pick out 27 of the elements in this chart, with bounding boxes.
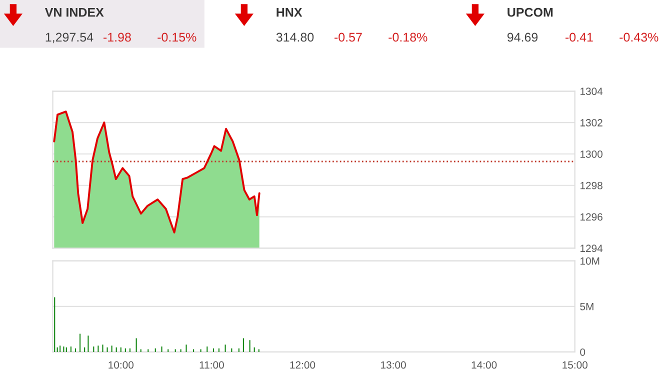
text: -0.57 [334, 32, 362, 42]
x-tick-label: 15:00 [562, 361, 588, 369]
text: 1,297.54 [46, 32, 94, 44]
text: -0.41 [566, 32, 593, 42]
y-tick-label: 1296 [580, 213, 602, 221]
y-tick-label: 1302 [580, 119, 602, 126]
y-tick-label: 1300 [580, 150, 602, 158]
text: -0.18% [388, 32, 428, 42]
text: -1.98 [104, 32, 131, 42]
y-tick-label: 1298 [580, 182, 602, 190]
y-tick-label: 10M [580, 257, 600, 265]
text: -0.15% [158, 32, 196, 42]
text: UPCOM [508, 8, 553, 17]
text: HNX [276, 8, 302, 17]
x-tick-label: 10:00 [108, 361, 134, 369]
x-tick-label: 11:00 [200, 361, 224, 369]
y-tick-label: 1304 [580, 88, 603, 96]
text: VN INDEX [44, 8, 104, 17]
x-tick-label: 13:00 [381, 361, 406, 369]
y-tick-label: 5M [580, 303, 594, 310]
y-tick-label: 0 [580, 348, 586, 356]
x-tick-label: 12:00 [290, 361, 316, 369]
text: -0.43% [620, 32, 658, 42]
y-tick-label: 1294 [580, 244, 603, 252]
x-tick-label: 14:00 [472, 361, 497, 369]
text: 314.80 [276, 32, 314, 42]
text: 94.69 [507, 32, 538, 42]
